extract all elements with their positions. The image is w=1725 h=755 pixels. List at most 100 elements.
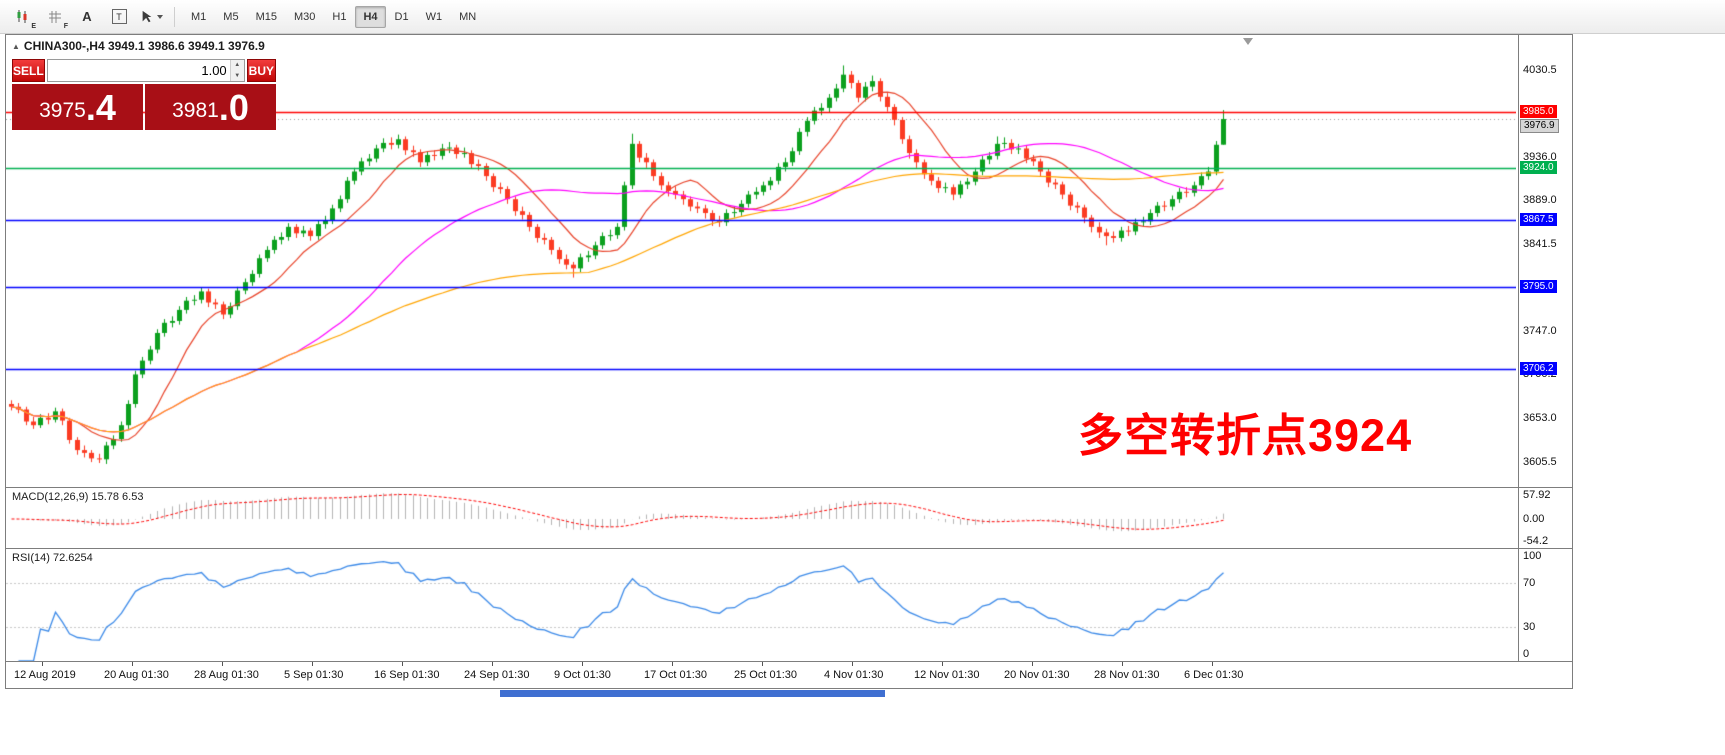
label-tool-icon[interactable]: T: [104, 4, 134, 30]
rsi-tick-label: 70: [1523, 576, 1536, 589]
macd-canvas[interactable]: [6, 488, 1516, 548]
timeframe-button-m30[interactable]: M30: [286, 6, 323, 28]
time-tick-mark: [942, 662, 943, 666]
time-tick-mark: [1122, 662, 1123, 666]
timeframe-button-w1[interactable]: W1: [418, 6, 451, 28]
buy-button[interactable]: BUY: [246, 59, 276, 82]
one-click-trade-panel: SELL ▲ ▼ BUY 3975 .4: [12, 59, 276, 130]
time-tick-label: 28 Aug 01:30: [194, 669, 259, 681]
macd-panel: MACD(12,26,9) 15.78 6.53 57.92 0.00 -54.2: [6, 487, 1572, 548]
chart-annotation-text: 多空转折点3924: [1078, 410, 1413, 461]
sell-button[interactable]: SELL: [12, 59, 45, 82]
level-price-badge: 3985.0: [1520, 104, 1557, 118]
time-tick-mark: [1032, 662, 1033, 666]
time-tick-label: 5 Sep 01:30: [284, 669, 344, 681]
timeframe-button-m5[interactable]: M5: [215, 6, 246, 28]
rsi-axis[interactable]: 100 70 30 0: [1518, 549, 1572, 661]
time-tick-label: 16 Sep 01:30: [374, 669, 440, 681]
text-tool-icon[interactable]: A: [72, 4, 102, 30]
chevron-down-icon: [156, 14, 163, 19]
timeframe-button-m15[interactable]: M15: [248, 6, 285, 28]
timeframe-button-h4[interactable]: H4: [355, 5, 386, 28]
grid-glyph: [49, 10, 61, 23]
buy-price-frac: .0: [218, 87, 249, 128]
text-tool-glyph: A: [82, 9, 92, 24]
timeframe-button-mn[interactable]: MN: [451, 6, 484, 28]
tool-tag: F: [63, 22, 68, 30]
time-tick-label: 4 Nov 01:30: [824, 669, 884, 681]
level-price-badge: 3924.0: [1520, 160, 1557, 174]
candlestick-glyph: [17, 9, 27, 23]
grid-style-icon[interactable]: F: [40, 4, 70, 30]
buy-price-display[interactable]: 3981 .0: [145, 84, 276, 130]
timeframe-button-d1[interactable]: D1: [387, 6, 417, 28]
time-tick-label: 12 Aug 2019: [14, 669, 76, 681]
toolbar-separator: [174, 6, 175, 27]
timeframe-button-h1[interactable]: H1: [324, 6, 354, 28]
rsi-tick-label: 30: [1523, 621, 1536, 634]
current-price-badge: 3976.9: [1520, 119, 1559, 134]
label-tool-glyph: T: [111, 9, 127, 24]
rsi-panel: RSI(14) 72.6254 100 70 30 0: [6, 548, 1572, 661]
time-tick-mark: [1212, 662, 1213, 666]
volume-down-button[interactable]: ▼: [230, 70, 244, 81]
time-tick-mark: [402, 662, 403, 666]
volume-box: ▲ ▼: [46, 59, 245, 82]
time-tick-label: 17 Oct 01:30: [644, 669, 707, 681]
collapse-arrow-icon[interactable]: ▲: [12, 41, 20, 51]
time-tick-mark: [492, 662, 493, 666]
chart-window: ▲ CHINA300-,H4 3949.1 3986.6 3949.1 3976…: [5, 34, 1573, 689]
time-tick-mark: [672, 662, 673, 666]
cursor-glyph: [142, 10, 151, 22]
candlestick-style-icon[interactable]: E: [8, 4, 38, 30]
macd-label: MACD(12,26,9) 15.78 6.53: [12, 491, 144, 503]
rsi-label: RSI(14) 72.6254: [12, 552, 93, 564]
time-tick-mark: [582, 662, 583, 666]
volume-input[interactable]: [47, 60, 230, 81]
time-tick-label: 6 Dec 01:30: [1184, 669, 1244, 681]
time-tick-mark: [852, 662, 853, 666]
chart-shift-marker-icon[interactable]: [1243, 38, 1253, 45]
rsi-canvas[interactable]: [6, 549, 1516, 661]
price-tick-label: 3841.5: [1523, 237, 1557, 250]
time-tick-label: 20 Aug 01:30: [104, 669, 169, 681]
macd-tick-label: 0.00: [1523, 512, 1545, 525]
macd-axis[interactable]: 57.92 0.00 -54.2: [1518, 488, 1572, 548]
cursor-tool-icon[interactable]: [136, 4, 166, 30]
sell-price-int: 3975: [39, 99, 86, 122]
time-tick-mark: [132, 662, 133, 666]
volume-up-button[interactable]: ▲: [230, 60, 244, 71]
time-tick-label: 24 Sep 01:30: [464, 669, 530, 681]
price-tick-label: 3605.5: [1523, 455, 1557, 468]
symbol-ohlc-label: ▲ CHINA300-,H4 3949.1 3986.6 3949.1 3976…: [12, 39, 265, 53]
time-tick-label: 28 Nov 01:30: [1094, 669, 1160, 681]
time-tick-mark: [312, 662, 313, 666]
level-price-badge: 3795.0: [1520, 279, 1557, 293]
price-tick-label: 3747.0: [1523, 325, 1557, 338]
time-tick-mark: [762, 662, 763, 666]
timeframe-toolbar: M1 M5 M15 M30 H1 H4 D1 W1 MN: [183, 5, 484, 28]
macd-tick-label: 57.92: [1523, 489, 1551, 501]
main-chart-section: ▲ CHINA300-,H4 3949.1 3986.6 3949.1 3976…: [6, 35, 1572, 487]
time-axis[interactable]: 12 Aug 2019 20 Aug 01:30 28 Aug 01:30 5 Sep…: [6, 661, 1572, 688]
timeframe-button-m1[interactable]: M1: [183, 6, 214, 28]
macd-tick-label: -54.2: [1523, 535, 1549, 547]
price-tick-label: 3889.0: [1523, 194, 1557, 207]
rsi-tick-label: 0: [1523, 648, 1530, 660]
level-price-badge: 3706.2: [1520, 361, 1557, 375]
time-tick-label: 9 Oct 01:30: [554, 669, 611, 681]
price-tick-label: 4030.5: [1523, 63, 1557, 76]
price-tick-label: 3936.0: [1523, 150, 1557, 163]
tool-tag: E: [31, 22, 36, 30]
price-axis[interactable]: 4030.53936.03889.03841.53747.03700.23653…: [1518, 35, 1572, 487]
rsi-tick-label: 100: [1523, 550, 1542, 562]
time-tick-label: 20 Nov 01:30: [1004, 669, 1070, 681]
symbol-ohlc-text: CHINA300-,H4 3949.1 3986.6 3949.1 3976.9: [23, 39, 265, 53]
time-tick-mark: [42, 662, 43, 666]
sell-price-display[interactable]: 3975 .4: [12, 84, 143, 130]
bottom-strip: [500, 690, 885, 697]
time-tick-label: 25 Oct 01:30: [734, 669, 797, 681]
sell-price-frac: .4: [85, 87, 116, 128]
time-tick-label: 12 Nov 01:30: [914, 669, 980, 681]
